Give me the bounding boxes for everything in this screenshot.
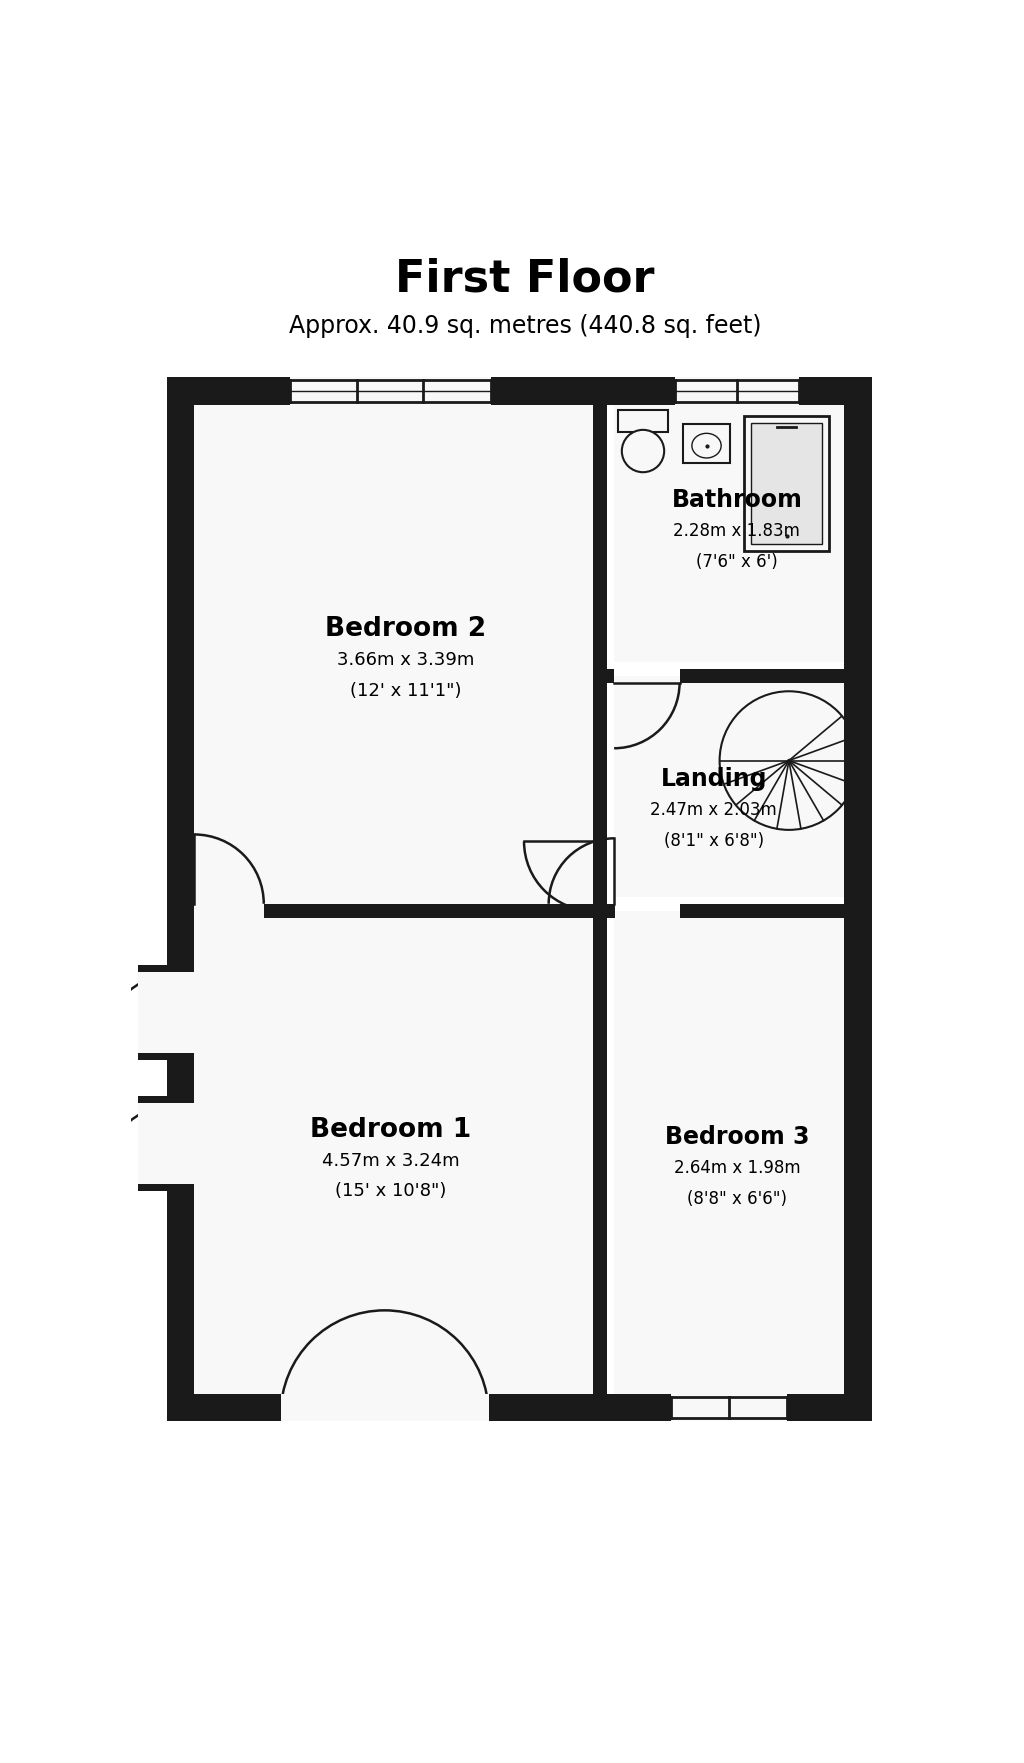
Text: Bedroom 1: Bedroom 1	[310, 1116, 471, 1142]
Text: 2.47m x 2.03m: 2.47m x 2.03m	[650, 800, 777, 820]
Bar	[614, 675, 845, 897]
Text: 2.64m x 1.98m: 2.64m x 1.98m	[674, 1160, 800, 1178]
Bar	[167, 377, 872, 405]
Bar	[617, 411, 668, 432]
Text: Landing: Landing	[660, 767, 767, 792]
Text: Bedroom 2: Bedroom 2	[326, 617, 486, 642]
Bar	[680, 904, 858, 919]
Bar	[174, 1185, 187, 1407]
Text: 2.28m x 1.83m: 2.28m x 1.83m	[674, 522, 801, 539]
Bar	[676, 377, 799, 405]
Bar	[614, 405, 845, 663]
Bar	[264, 904, 593, 919]
Bar	[138, 1097, 153, 1192]
Bar	[281, 1393, 488, 1421]
Text: Approx. 40.9 sq. metres (440.8 sq. feet): Approx. 40.9 sq. metres (440.8 sq. feet)	[289, 314, 761, 337]
Bar	[174, 911, 187, 973]
Bar	[195, 911, 600, 1393]
Bar	[174, 1053, 187, 1104]
Text: First Floor: First Floor	[395, 257, 654, 301]
Ellipse shape	[622, 430, 665, 472]
Bar	[593, 391, 607, 841]
Bar	[167, 1393, 872, 1421]
Text: (12' x 11'1"): (12' x 11'1")	[350, 682, 462, 700]
Bar	[167, 377, 195, 1421]
Bar	[138, 966, 180, 978]
Bar	[600, 668, 614, 682]
Bar	[138, 1097, 180, 1111]
Text: (15' x 10'8"): (15' x 10'8")	[335, 1183, 446, 1201]
Bar	[138, 1045, 180, 1060]
Bar	[138, 966, 153, 1060]
Text: (8'1" x 6'8"): (8'1" x 6'8")	[664, 832, 764, 850]
Bar	[600, 904, 614, 919]
Bar	[138, 973, 195, 1053]
Text: (7'6" x 6'): (7'6" x 6')	[696, 554, 778, 571]
Bar	[195, 405, 600, 911]
Bar	[614, 911, 845, 1393]
Text: (8'8" x 6'6"): (8'8" x 6'6")	[687, 1190, 786, 1208]
Bar	[744, 416, 829, 552]
Bar	[680, 668, 858, 682]
Bar	[593, 749, 607, 1407]
Ellipse shape	[692, 434, 721, 458]
Bar	[683, 425, 730, 462]
Bar	[845, 377, 872, 1421]
Text: 3.66m x 3.39m: 3.66m x 3.39m	[337, 651, 474, 670]
Bar	[138, 1178, 180, 1192]
Bar	[291, 377, 490, 405]
Bar	[752, 423, 822, 545]
Text: Bedroom 3: Bedroom 3	[665, 1125, 809, 1149]
Bar	[180, 904, 195, 919]
Bar	[138, 1104, 195, 1185]
Bar	[672, 1393, 787, 1421]
Text: Bathroom: Bathroom	[672, 488, 803, 513]
Text: 4.57m x 3.24m: 4.57m x 3.24m	[322, 1151, 459, 1169]
